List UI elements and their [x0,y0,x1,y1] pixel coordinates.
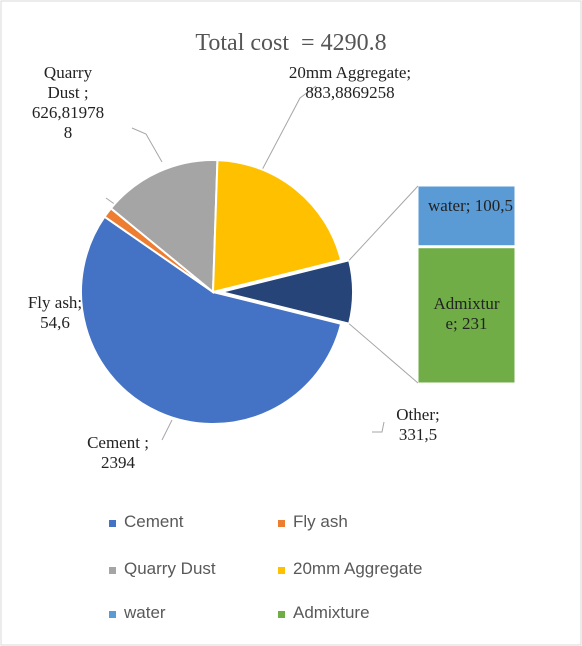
data-label: Cement ; 2394 [87,433,149,472]
bar-segment [417,185,516,247]
bar-segment [417,247,516,384]
chart-title: Total cost = 4290.8 [195,30,387,56]
pie-slice [220,259,354,325]
leader-line [372,421,385,433]
legend-marker [109,520,116,527]
legend-marker [278,520,285,527]
connector-line [348,185,419,261]
legend-marker [109,567,116,574]
leader-line [131,127,163,163]
connector-line [348,323,419,384]
legend-label: Admixture [293,603,370,622]
data-label: 20mm Aggregate; 883,8869258 [288,63,412,102]
data-label: water; 100,5 [428,195,513,215]
leader-line [161,419,173,441]
legend-label: Fly ash [293,512,348,531]
legend-label: Cement [124,512,184,531]
pie-slice [109,159,219,295]
legend-label: Quarry Dust [124,559,216,578]
legend-marker [278,611,285,618]
legend-marker [109,611,116,618]
data-label: Fly ash; 54,6 [27,293,83,332]
pie-slice [211,159,343,294]
legend-marker [278,567,285,574]
data-label: Admixture; 231 [433,294,500,334]
data-label: Quarry Dust ; 626,819788 [31,63,105,142]
leader-line [261,85,317,171]
legend-label: water [124,603,166,622]
legend-label: 20mm Aggregate [293,559,423,578]
data-label: Other; 331,5 [396,405,440,444]
pie-slice [80,215,343,425]
